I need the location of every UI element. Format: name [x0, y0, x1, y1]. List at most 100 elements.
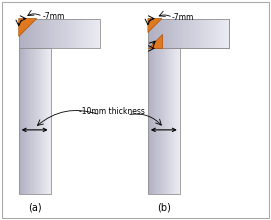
- Bar: [20, 48, 21, 194]
- Bar: [167, 18, 170, 48]
- Bar: [21, 48, 22, 194]
- Bar: [168, 48, 169, 194]
- Bar: [205, 18, 208, 48]
- Bar: [199, 18, 202, 48]
- Bar: [33, 48, 34, 194]
- Bar: [167, 48, 168, 194]
- Bar: [151, 48, 152, 194]
- Bar: [32, 18, 35, 48]
- Bar: [49, 48, 50, 194]
- Bar: [183, 18, 186, 48]
- Bar: [191, 18, 194, 48]
- Bar: [95, 18, 98, 48]
- Bar: [148, 18, 230, 48]
- Bar: [183, 18, 186, 48]
- Bar: [73, 18, 76, 48]
- Bar: [160, 48, 161, 194]
- Bar: [39, 48, 40, 194]
- Bar: [208, 18, 210, 48]
- Bar: [40, 18, 43, 48]
- Bar: [155, 48, 156, 194]
- Polygon shape: [148, 35, 162, 48]
- Bar: [65, 18, 68, 48]
- Bar: [151, 18, 153, 48]
- Bar: [46, 18, 49, 48]
- Bar: [57, 18, 59, 48]
- Bar: [165, 48, 166, 194]
- Bar: [213, 18, 216, 48]
- Bar: [216, 18, 218, 48]
- Bar: [210, 18, 213, 48]
- Bar: [164, 18, 167, 48]
- Polygon shape: [148, 18, 162, 33]
- Bar: [148, 48, 149, 194]
- Bar: [40, 48, 41, 194]
- Text: (b): (b): [157, 202, 171, 212]
- Bar: [44, 48, 45, 194]
- Bar: [21, 18, 24, 48]
- Bar: [194, 18, 197, 48]
- Bar: [148, 18, 230, 48]
- Bar: [218, 18, 221, 48]
- Bar: [68, 18, 70, 48]
- Bar: [178, 48, 179, 194]
- Bar: [54, 18, 57, 48]
- Bar: [92, 18, 95, 48]
- Bar: [179, 48, 180, 194]
- Bar: [156, 18, 159, 48]
- Bar: [87, 18, 89, 48]
- Bar: [164, 48, 165, 194]
- Bar: [43, 18, 46, 48]
- Bar: [163, 48, 164, 194]
- Bar: [161, 48, 162, 194]
- Bar: [208, 18, 210, 48]
- Bar: [89, 18, 92, 48]
- Bar: [79, 18, 81, 48]
- Bar: [186, 18, 189, 48]
- Bar: [210, 18, 213, 48]
- Bar: [213, 18, 216, 48]
- Text: (a): (a): [28, 202, 41, 212]
- Bar: [162, 18, 164, 48]
- Bar: [19, 18, 100, 48]
- Bar: [148, 48, 180, 194]
- Bar: [189, 18, 191, 48]
- Bar: [153, 18, 156, 48]
- Bar: [194, 18, 197, 48]
- Bar: [51, 18, 54, 48]
- Bar: [36, 48, 37, 194]
- Bar: [30, 18, 32, 48]
- Bar: [169, 48, 170, 194]
- Bar: [186, 18, 189, 48]
- Bar: [38, 18, 40, 48]
- Bar: [175, 18, 178, 48]
- Bar: [37, 48, 38, 194]
- Text: -10mm thickness: -10mm thickness: [79, 108, 145, 116]
- Bar: [34, 48, 35, 194]
- Bar: [224, 18, 227, 48]
- Bar: [84, 18, 87, 48]
- Bar: [197, 18, 199, 48]
- Bar: [49, 18, 51, 48]
- Bar: [26, 48, 27, 194]
- Bar: [45, 48, 46, 194]
- Bar: [172, 48, 173, 194]
- Bar: [29, 48, 30, 194]
- Bar: [153, 48, 154, 194]
- Bar: [152, 48, 153, 194]
- Bar: [27, 48, 28, 194]
- Bar: [218, 18, 221, 48]
- Bar: [162, 18, 164, 48]
- Bar: [19, 48, 50, 194]
- Bar: [70, 18, 73, 48]
- Bar: [191, 18, 194, 48]
- Bar: [176, 48, 178, 194]
- Bar: [202, 18, 205, 48]
- Text: -7mm: -7mm: [43, 12, 65, 21]
- Bar: [24, 48, 25, 194]
- Bar: [98, 18, 100, 48]
- Bar: [41, 48, 42, 194]
- Bar: [189, 18, 191, 48]
- Bar: [149, 48, 150, 194]
- FancyBboxPatch shape: [2, 2, 269, 218]
